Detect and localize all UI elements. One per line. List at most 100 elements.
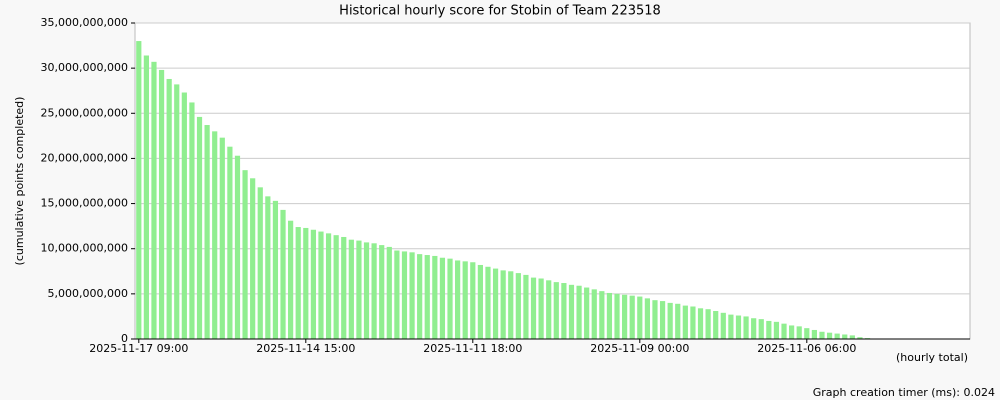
bar xyxy=(758,319,764,339)
bar xyxy=(303,227,309,339)
bar xyxy=(212,131,218,339)
bar xyxy=(424,255,430,339)
bar xyxy=(834,333,840,339)
bar xyxy=(728,314,734,339)
bar xyxy=(227,146,233,339)
x-tick-label: 2025-11-09 00:00 xyxy=(590,342,689,355)
bar xyxy=(682,305,688,339)
bar xyxy=(773,321,780,339)
y-tick-label: 5,000,000,000 xyxy=(48,287,128,300)
bar xyxy=(538,278,544,339)
bar xyxy=(151,61,157,340)
y-tick-label: 30,000,000,000 xyxy=(41,61,128,74)
x-tick-label: 2025-11-17 09:00 xyxy=(89,342,188,355)
bar xyxy=(811,329,817,339)
bar xyxy=(242,170,248,339)
bar xyxy=(508,271,514,339)
bar xyxy=(280,209,286,339)
bar xyxy=(530,277,537,339)
bar xyxy=(697,308,704,339)
bar xyxy=(796,326,802,339)
bar xyxy=(363,242,370,339)
bar xyxy=(789,325,795,339)
bar xyxy=(568,284,575,339)
bar xyxy=(371,243,377,339)
bar xyxy=(394,250,400,339)
x-tick-label: 2025-11-14 15:00 xyxy=(256,342,355,355)
bar xyxy=(333,235,339,339)
bar xyxy=(735,315,742,339)
bar xyxy=(705,309,711,339)
bar xyxy=(386,246,392,339)
bar xyxy=(219,137,225,339)
bar xyxy=(136,41,142,340)
bar xyxy=(318,231,324,339)
bar xyxy=(826,332,833,339)
bar xyxy=(606,292,613,339)
bar xyxy=(561,283,567,339)
bar xyxy=(591,289,597,339)
bar xyxy=(781,323,787,339)
bar xyxy=(295,227,301,339)
bar xyxy=(849,335,855,339)
bar xyxy=(379,245,385,339)
x-tick-label: 2025-11-11 18:00 xyxy=(423,342,522,355)
bar xyxy=(158,69,165,339)
y-tick-label: 25,000,000,000 xyxy=(41,106,128,119)
bar xyxy=(576,285,582,339)
bar xyxy=(257,187,263,339)
bar xyxy=(644,298,650,339)
y-tick-label: 10,000,000,000 xyxy=(41,242,128,255)
bar xyxy=(432,255,438,339)
bar xyxy=(356,240,362,339)
y-tick-label: 15,000,000,000 xyxy=(41,197,128,210)
bar xyxy=(439,257,446,339)
bar xyxy=(143,55,149,339)
bar xyxy=(857,337,863,339)
bar xyxy=(553,282,559,339)
y-axis-label: (cumulative points completed) xyxy=(13,97,26,266)
bar xyxy=(766,320,772,339)
bar xyxy=(622,294,628,339)
bar xyxy=(804,328,810,339)
bar xyxy=(417,254,423,339)
bar xyxy=(751,318,757,339)
bar xyxy=(174,84,180,339)
y-tick-label: 35,000,000,000 xyxy=(41,16,128,29)
bar xyxy=(341,236,347,339)
bar xyxy=(713,311,719,339)
x-axis-label: (hourly total) xyxy=(896,351,968,364)
bar xyxy=(584,287,590,339)
bar xyxy=(743,316,749,339)
bar xyxy=(447,258,453,339)
bar xyxy=(523,274,529,339)
bar xyxy=(470,262,476,339)
bar xyxy=(819,331,825,339)
bar xyxy=(462,261,468,339)
bar xyxy=(409,252,415,339)
bar xyxy=(272,200,279,339)
bar xyxy=(637,296,643,339)
bar xyxy=(455,260,461,339)
bar xyxy=(348,239,354,339)
bar xyxy=(477,264,483,339)
bar xyxy=(667,302,673,339)
bar xyxy=(720,312,726,339)
bar xyxy=(265,196,271,339)
bar xyxy=(325,233,332,339)
bar xyxy=(166,78,172,339)
bar xyxy=(546,280,552,339)
bar xyxy=(500,270,506,339)
bar xyxy=(250,178,256,339)
y-tick-label: 20,000,000,000 xyxy=(41,151,128,164)
bar xyxy=(288,220,294,339)
y-tick-label: 0 xyxy=(121,332,128,345)
bar xyxy=(196,116,203,339)
bar xyxy=(842,334,848,339)
bar xyxy=(675,303,681,339)
bar xyxy=(485,266,491,339)
bar xyxy=(234,155,241,339)
bar xyxy=(515,273,521,339)
bar xyxy=(652,300,658,339)
